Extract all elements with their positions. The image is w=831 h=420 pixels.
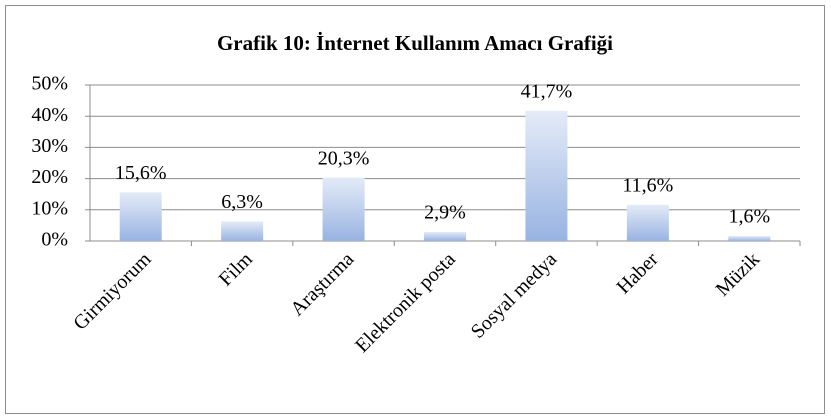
value-label: 1,6% xyxy=(728,206,770,228)
bar xyxy=(626,204,669,241)
bar xyxy=(322,177,365,241)
bar xyxy=(525,110,568,241)
value-label: 20,3% xyxy=(318,147,370,169)
bar xyxy=(424,231,466,241)
value-label: 41,7% xyxy=(521,80,573,102)
bar xyxy=(119,192,162,241)
y-tick-label: 30% xyxy=(31,135,68,157)
y-tick-label: 20% xyxy=(31,166,68,188)
value-label: 2,9% xyxy=(424,202,466,224)
bar xyxy=(728,236,771,241)
y-tick-label: 50% xyxy=(31,73,68,95)
bar xyxy=(221,221,264,241)
y-tick-label: 10% xyxy=(31,197,68,219)
chart-title: Grafik 10: İnternet Kullanım Amacı Grafi… xyxy=(217,31,613,55)
y-tick-label: 0% xyxy=(41,229,68,251)
y-tick-label: 40% xyxy=(31,104,68,126)
value-label: 6,3% xyxy=(221,191,263,213)
value-label: 11,6% xyxy=(622,174,673,196)
value-label: 15,6% xyxy=(115,162,167,184)
